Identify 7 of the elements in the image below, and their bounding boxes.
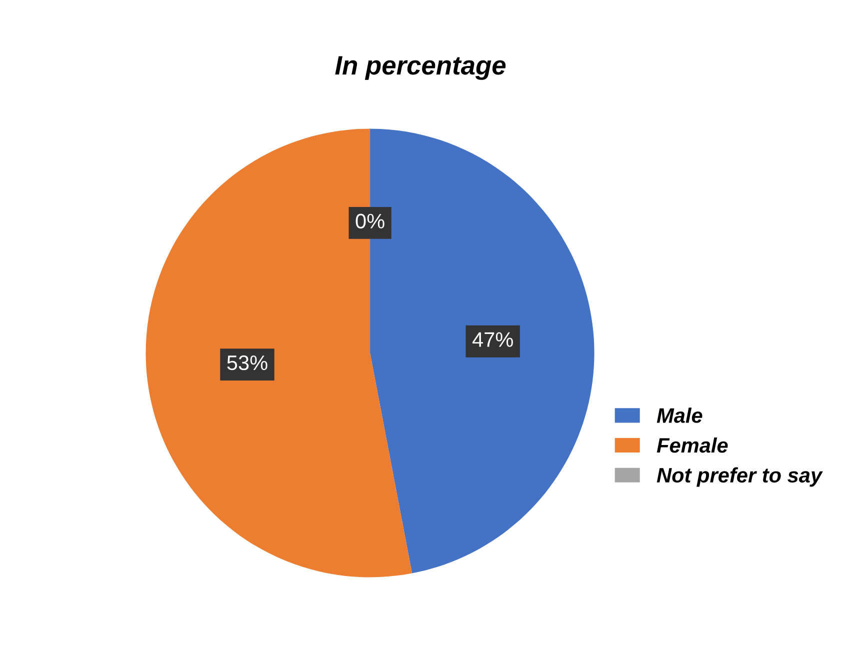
data-label: 47% <box>472 332 513 347</box>
legend-label: Not prefer to say <box>656 467 823 487</box>
data-label: 53% <box>227 355 268 370</box>
legend-label: Male <box>656 408 702 423</box>
text: 0% <box>356 214 384 228</box>
chart-title: In percentage <box>335 56 506 80</box>
legend-label: Female <box>656 437 728 453</box>
